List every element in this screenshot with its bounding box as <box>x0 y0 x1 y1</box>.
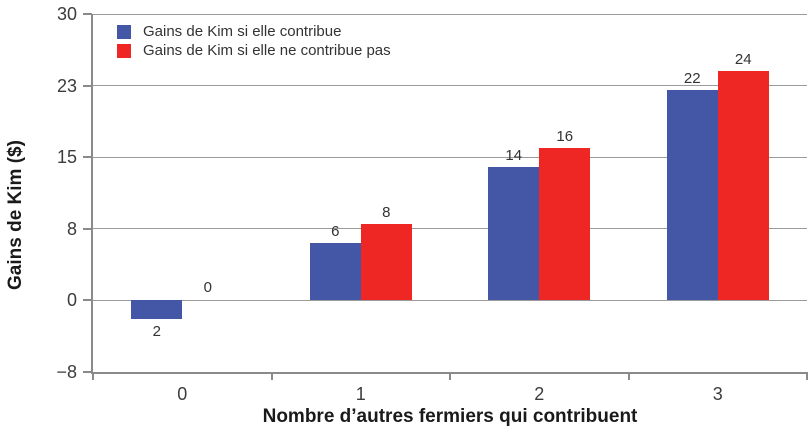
bar-series-2 <box>539 147 591 301</box>
x-tick <box>270 372 273 380</box>
gridline <box>93 13 807 15</box>
x-tick-label: 3 <box>712 384 723 404</box>
y-tick <box>83 227 92 230</box>
bar-value-label: 0 <box>203 279 212 297</box>
y-axis-line <box>91 14 93 374</box>
bar-value-label: 14 <box>505 146 523 164</box>
bar-series-1 <box>488 166 540 301</box>
y-tick <box>83 84 92 87</box>
legend-swatch-icon <box>117 24 131 39</box>
x-tick <box>92 372 94 380</box>
bar-series-2 <box>360 224 412 301</box>
y-tick-label: 0 <box>66 290 77 311</box>
y-tick-label: 30 <box>56 4 77 24</box>
y-tick <box>83 299 92 302</box>
bar-series-1 <box>309 243 361 301</box>
x-tick-label: 2 <box>534 384 545 404</box>
y-tick-label: 15 <box>56 147 77 168</box>
legend-item: Gains de Kim si elle ne contribue pas <box>117 41 391 60</box>
bar-series-1 <box>666 90 718 301</box>
gridline <box>93 299 807 301</box>
bar-value-label: 8 <box>382 204 391 222</box>
bar-value-label: 24 <box>734 51 752 69</box>
y-tick <box>83 13 92 15</box>
gridline <box>93 85 807 87</box>
x-axis-title: Nombre d’autres fermiers qui contribuent <box>262 406 638 427</box>
bar-value-label: 16 <box>556 127 574 145</box>
x-tick <box>449 372 451 380</box>
legend-item: Gains de Kim si elle contribue <box>117 22 391 41</box>
y-tick-label: 23 <box>56 75 77 96</box>
bar-value-label: 2 <box>152 323 161 341</box>
bar-series-1 <box>131 300 183 320</box>
y-tick-label: −8 <box>56 362 77 382</box>
y-tick <box>83 371 92 373</box>
legend-swatch-icon <box>117 43 131 58</box>
bar-value-label: 6 <box>331 223 340 241</box>
gridline <box>93 156 807 158</box>
y-tick <box>83 156 92 159</box>
y-tick-label: 8 <box>66 218 77 239</box>
bar-value-label: 22 <box>683 70 701 88</box>
gridline <box>93 228 807 230</box>
x-tick-label: 0 <box>177 384 188 404</box>
legend-label: Gains de Kim si elle ne contribue pas <box>143 42 391 59</box>
x-tick <box>806 372 808 380</box>
bar-series-2 <box>717 71 769 301</box>
x-tick-label: 1 <box>355 384 366 404</box>
legend: Gains de Kim si elle contribue Gains de K… <box>117 22 391 60</box>
legend-label: Gains de Kim si elle contribue <box>143 23 342 40</box>
y-axis-title: Gains de Kim ($) <box>5 140 26 290</box>
x-tick <box>627 372 630 380</box>
